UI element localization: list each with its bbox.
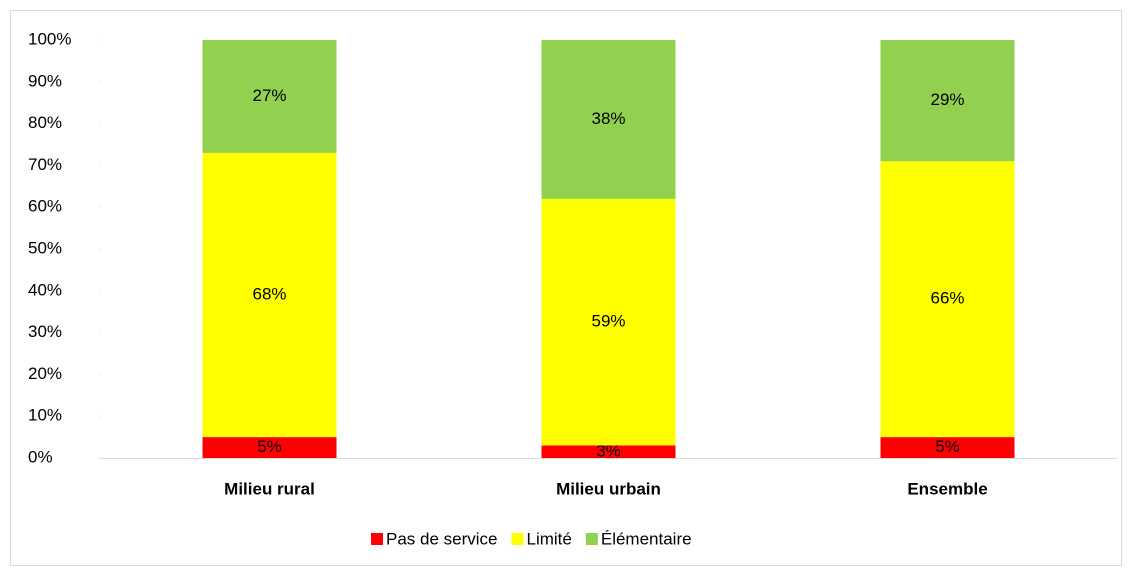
bar-segment (202, 40, 337, 153)
bar-segment (541, 198, 676, 446)
bar-segment (880, 40, 1015, 162)
bar-segment (202, 437, 337, 458)
y-tick-label: 80% (28, 113, 62, 132)
y-tick-label: 70% (28, 155, 62, 174)
data-label: 66% (930, 289, 964, 308)
legend-label: Pas de service (386, 529, 498, 548)
y-tick-label: 30% (28, 322, 62, 341)
legend-swatch (511, 533, 524, 545)
data-label: 3% (596, 441, 621, 460)
legend-label: Élémentaire (601, 529, 692, 548)
data-label: 5% (935, 437, 960, 456)
data-label: 29% (930, 90, 964, 109)
y-tick-label: 100% (28, 29, 71, 48)
data-label: 5% (257, 437, 282, 456)
legend-swatch (371, 533, 383, 545)
legend-swatch (585, 533, 598, 545)
bar-segment (541, 40, 676, 199)
y-tick-label: 20% (28, 364, 62, 383)
data-label: 38% (591, 109, 625, 128)
legend-label: Limité (527, 529, 572, 548)
data-label: 27% (252, 86, 286, 105)
bar-segment (880, 437, 1015, 458)
y-tick-label: 90% (28, 71, 62, 90)
y-tick-label: 40% (28, 280, 62, 299)
y-tick-label: 50% (28, 238, 62, 257)
bar-segment (880, 161, 1015, 438)
bar-segment (541, 445, 676, 458)
data-label: 59% (591, 312, 625, 331)
x-tick-label: Ensemble (907, 479, 987, 498)
y-tick-label: 0% (28, 447, 53, 466)
x-tick-label: Milieu urbain (556, 479, 661, 498)
data-label: 68% (252, 284, 286, 303)
y-tick-label: 60% (28, 197, 62, 216)
bar-segment (202, 152, 337, 438)
y-tick-label: 10% (28, 406, 62, 425)
x-tick-label: Milieu rural (224, 479, 315, 498)
